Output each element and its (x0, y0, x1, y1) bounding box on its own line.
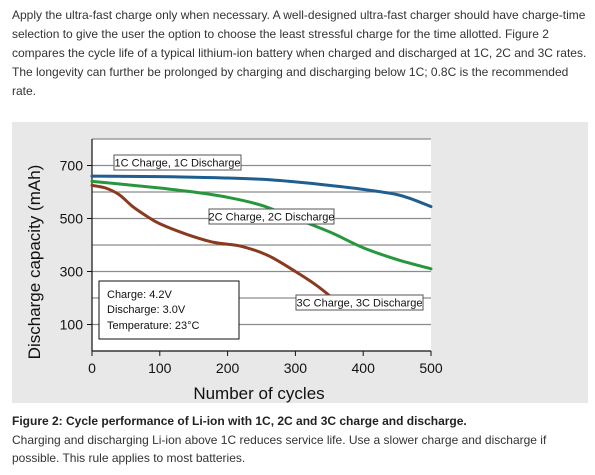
y-tick-label: 100 (60, 317, 84, 333)
figure-caption-title: Figure 2: Cycle performance of Li-ion wi… (12, 414, 467, 428)
condition-charge: Charge: 4.2V (107, 289, 172, 301)
series-label-box-2c (208, 208, 335, 225)
series-label-box-3c (295, 294, 424, 311)
series-line-3c (90, 183, 341, 304)
series-labels: 1C Charge, 1C Discharge 2C Charge, 2C Dis… (113, 154, 424, 311)
x-axis-label: Number of cycles (193, 384, 324, 403)
y-axis-label: Discharge capacity (mAh) (25, 165, 44, 360)
series-label-1c: 1C Charge, 1C Discharge (115, 158, 241, 170)
x-tick-label: 0 (88, 360, 96, 376)
condition-temperature: Temperature: 23°C (107, 320, 199, 332)
series-line-1c (90, 174, 433, 209)
intro-paragraph: Apply the ultra-fast charge only when ne… (12, 8, 587, 98)
x-tick-label: 500 (419, 360, 443, 376)
x-tick-label: 100 (148, 360, 172, 376)
conditions-box: Charge: 4.2V Discharge: 3.0V Temperature… (98, 280, 240, 340)
x-tick-label: 300 (284, 360, 308, 376)
series-label-2c: 2C Charge, 2C Discharge (209, 212, 335, 224)
cycle-life-chart: 100 300 500 700 0 100 200 300 400 500 1C Charge, … (25, 138, 443, 403)
axes: 100 300 500 700 0 100 200 300 400 500 (60, 139, 443, 376)
y-tick-label: 300 (60, 264, 84, 280)
x-tick-label: 200 (216, 360, 240, 376)
y-tick-label: 700 (60, 158, 84, 174)
series-label-box-1c (113, 154, 242, 171)
series-line-2c (90, 179, 433, 271)
series-label-3c: 3C Charge, 3C Discharge (297, 298, 423, 310)
figure-panel: 100 300 500 700 0 100 200 300 400 500 1C Charge, … (12, 122, 588, 403)
condition-discharge: Discharge: 3.0V (107, 304, 186, 316)
y-tick-label: 500 (60, 211, 84, 227)
figure-caption-text: Charging and discharging Li-ion above 1C… (12, 433, 547, 465)
series-lines (90, 174, 433, 304)
x-tick-label: 400 (352, 360, 376, 376)
